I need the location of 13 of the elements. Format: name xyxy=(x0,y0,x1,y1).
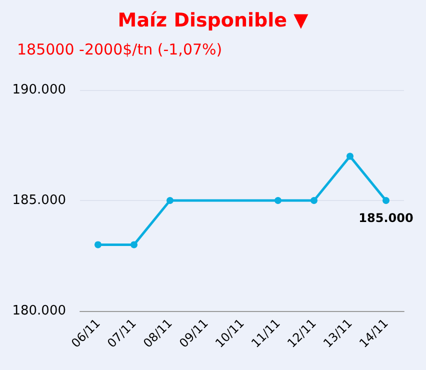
point xyxy=(166,197,174,204)
point xyxy=(274,197,282,204)
point xyxy=(130,241,138,248)
point xyxy=(382,197,390,204)
chart-title: Maíz Disponible ▼ xyxy=(118,10,309,32)
point xyxy=(94,241,102,248)
y-tick-label: 180.000 xyxy=(12,304,66,318)
point xyxy=(346,152,354,160)
point xyxy=(310,197,318,204)
y-tick-label: 185.000 xyxy=(12,193,66,208)
y-tick-label: 190.000 xyxy=(12,82,66,98)
chart-subtitle: 185000 -2000$/tn (-1,07%) xyxy=(17,40,222,58)
data-label: 185.000 xyxy=(358,211,414,225)
